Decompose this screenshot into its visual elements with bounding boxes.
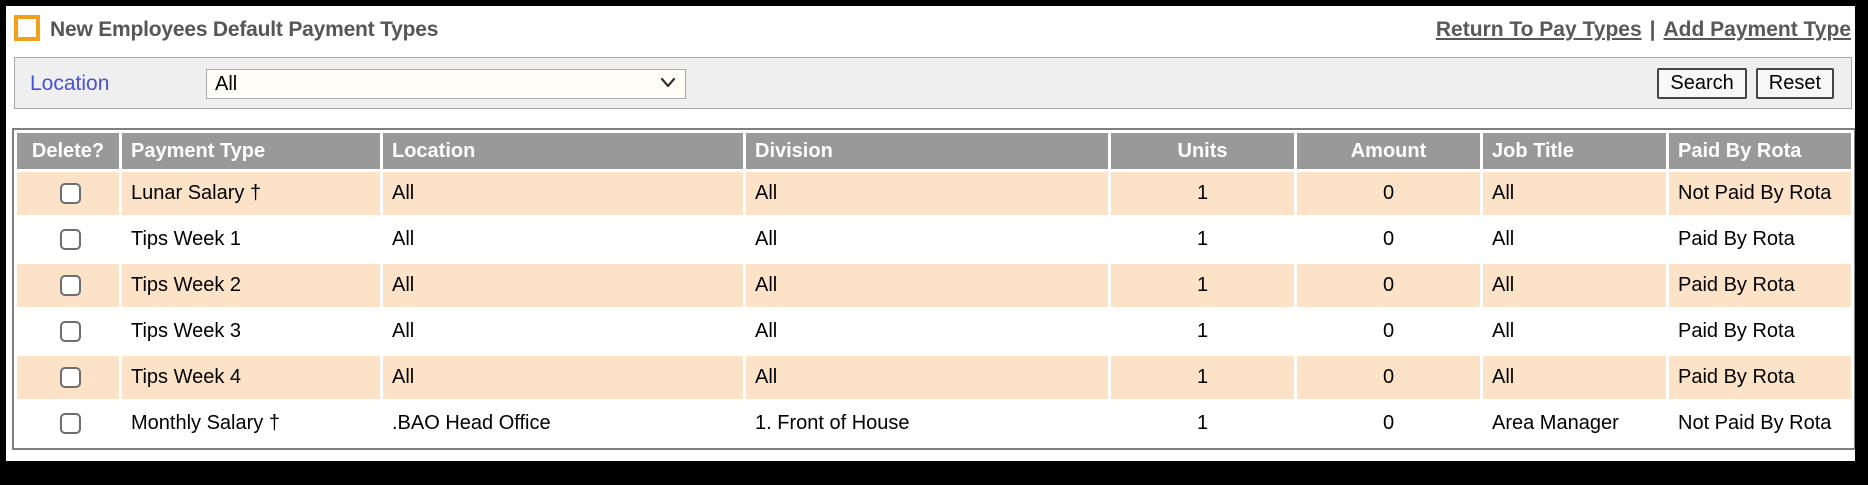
cell-division: All — [746, 172, 1108, 215]
location-select[interactable]: All — [206, 69, 686, 99]
cell-units: 1 — [1111, 310, 1294, 353]
cell-job-title: All — [1483, 172, 1666, 215]
filter-bar: Location All Search Reset — [14, 57, 1852, 109]
column-header-division: Division — [746, 133, 1108, 169]
cell-job-title: All — [1483, 264, 1666, 307]
page-header: New Employees Default Payment Types Retu… — [14, 10, 1851, 52]
cell-amount: 0 — [1297, 264, 1480, 307]
column-header-location: Location — [383, 133, 743, 169]
search-button[interactable]: Search — [1657, 68, 1747, 99]
table-row: Tips Week 3 All All 1 0 All Paid By Rota — [17, 310, 1851, 353]
page: New Employees Default Payment Types Retu… — [6, 6, 1855, 461]
orange-square-icon — [14, 15, 40, 41]
cell-job-title: All — [1483, 310, 1666, 353]
delete-checkbox[interactable] — [60, 275, 81, 296]
cell-job-title: Area Manager — [1483, 402, 1666, 445]
column-header-payment-type: Payment Type — [122, 133, 380, 169]
table-body: Lunar Salary † All All 1 0 All Not Paid By Rot… — [17, 172, 1851, 445]
cell-paid-by-rota: Paid By Rota — [1669, 218, 1851, 261]
cell-division: All — [746, 310, 1108, 353]
table-row: Monthly Salary † .BAO Head Office 1. Front… — [17, 402, 1851, 445]
delete-cell — [17, 264, 119, 307]
delete-checkbox[interactable] — [60, 183, 81, 204]
cell-amount: 0 — [1297, 172, 1480, 215]
reset-button[interactable]: Reset — [1755, 68, 1834, 99]
cell-payment-type: Tips Week 1 — [122, 218, 380, 261]
cell-job-title: All — [1483, 218, 1666, 261]
delete-checkbox[interactable] — [60, 321, 81, 342]
column-header-paid-by-rota: Paid By Rota — [1669, 133, 1851, 169]
table-row: Tips Week 1 All All 1 0 All Paid By Rota — [17, 218, 1851, 261]
table-row: Tips Week 2 All All 1 0 All Paid By Rota — [17, 264, 1851, 307]
link-separator: | — [1649, 18, 1656, 41]
cell-units: 1 — [1111, 264, 1294, 307]
delete-cell — [17, 310, 119, 353]
cell-paid-by-rota: Not Paid By Rota — [1669, 172, 1851, 215]
cell-units: 1 — [1111, 172, 1294, 215]
delete-checkbox[interactable] — [60, 367, 81, 388]
table-row: Lunar Salary † All All 1 0 All Not Paid By Rot… — [17, 172, 1851, 215]
cell-paid-by-rota: Paid By Rota — [1669, 310, 1851, 353]
cell-location: All — [383, 356, 743, 399]
cell-payment-type: Monthly Salary † — [122, 402, 380, 445]
delete-cell — [17, 218, 119, 261]
table-row: Tips Week 4 All All 1 0 All Paid By Rota — [17, 356, 1851, 399]
column-header-amount: Amount — [1297, 133, 1480, 169]
column-header-units: Units — [1111, 133, 1294, 169]
payment-types-table: Delete? Payment Type Location Division Units… — [12, 128, 1855, 450]
delete-cell — [17, 172, 119, 215]
column-header-delete: Delete? — [17, 133, 119, 169]
page-title: New Employees Default Payment Types — [50, 18, 439, 41]
cell-location: All — [383, 218, 743, 261]
cell-division: 1. Front of House — [746, 402, 1108, 445]
cell-amount: 0 — [1297, 402, 1480, 445]
cell-job-title: All — [1483, 356, 1666, 399]
location-label: Location — [30, 72, 110, 95]
cell-division: All — [746, 264, 1108, 307]
cell-location: .BAO Head Office — [383, 402, 743, 445]
cell-paid-by-rota: Paid By Rota — [1669, 356, 1851, 399]
return-to-pay-types-link[interactable]: Return To Pay Types — [1435, 18, 1642, 41]
cell-location: All — [383, 172, 743, 215]
cell-paid-by-rota: Paid By Rota — [1669, 264, 1851, 307]
cell-paid-by-rota: Not Paid By Rota — [1669, 402, 1851, 445]
column-header-job-title: Job Title — [1483, 133, 1666, 169]
cell-payment-type: Lunar Salary † — [122, 172, 380, 215]
cell-payment-type: Tips Week 2 — [122, 264, 380, 307]
cell-units: 1 — [1111, 402, 1294, 445]
cell-division: All — [746, 218, 1108, 261]
delete-checkbox[interactable] — [60, 229, 81, 250]
delete-cell — [17, 402, 119, 445]
filter-buttons: Search Reset — [1657, 68, 1834, 99]
delete-checkbox[interactable] — [60, 413, 81, 434]
delete-cell — [17, 356, 119, 399]
cell-division: All — [746, 356, 1108, 399]
cell-amount: 0 — [1297, 356, 1480, 399]
header-links: Return To Pay Types | Add Payment Type — [1436, 18, 1851, 42]
cell-units: 1 — [1111, 356, 1294, 399]
table-header-row: Delete? Payment Type Location Division Units… — [17, 133, 1851, 169]
cell-location: All — [383, 264, 743, 307]
location-select-wrap: All — [206, 69, 686, 99]
cell-units: 1 — [1111, 218, 1294, 261]
cell-amount: 0 — [1297, 218, 1480, 261]
cell-amount: 0 — [1297, 310, 1480, 353]
add-payment-type-link[interactable]: Add Payment Type — [1663, 18, 1851, 41]
cell-payment-type: Tips Week 4 — [122, 356, 380, 399]
cell-location: All — [383, 310, 743, 353]
cell-payment-type: Tips Week 3 — [122, 310, 380, 353]
